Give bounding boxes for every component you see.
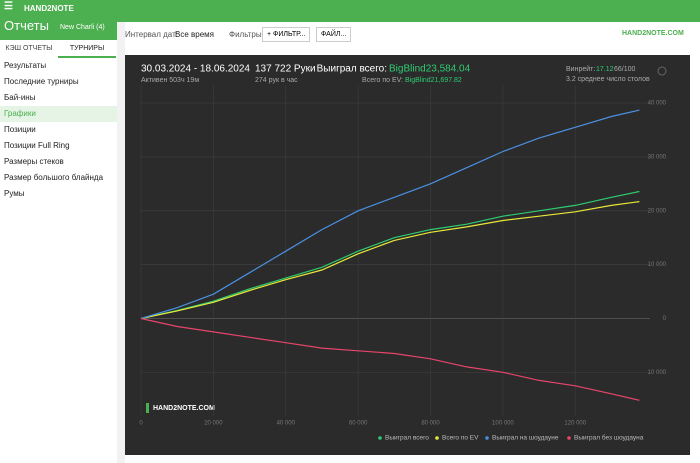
menu-item[interactable]: Румы — [4, 189, 25, 198]
y-tick-label: 0 — [663, 316, 667, 322]
tab[interactable]: ТУРНИРЫ — [58, 42, 116, 58]
dropdown[interactable]: Все время — [175, 30, 214, 39]
per-hour: 274 рук в час — [255, 77, 298, 84]
x-tick-label: 40 000 — [277, 421, 296, 427]
dates: 30.03.2024 - 18.06.2024 — [141, 64, 250, 75]
winrate-unit: 66/100 — [614, 66, 636, 73]
ev-value: BigBlind21,697.82 — [405, 77, 462, 84]
legend-label: Всего по EV — [442, 435, 479, 442]
legend-label: Выиграл всего — [385, 435, 429, 442]
x-tick-label: 100 000 — [492, 421, 514, 427]
series-line — [140, 109, 640, 320]
legend-dot — [567, 436, 571, 440]
y-tick-label: 20 000 — [648, 208, 667, 214]
menu-item[interactable]: Результаты — [4, 61, 47, 70]
menu-item[interactable]: Позиции Full Ring — [4, 141, 70, 150]
y-tick-label: 10 000 — [648, 262, 667, 268]
sidebar: КЭШ ОТЧЕТЫ ТУРНИРЫ Результаты Последние т… — [0, 40, 117, 463]
legend-dot — [435, 436, 439, 440]
button[interactable]: + ФИЛЬТР... — [262, 27, 311, 42]
hands: 137 722 Руки — [255, 64, 316, 75]
watermark-icon — [146, 403, 149, 413]
y-tick-label: 30 000 — [648, 155, 667, 161]
label: Интервал дат: — [125, 30, 178, 39]
tables: 3.2 среднее число столов — [566, 76, 650, 83]
label: Фильтры: — [229, 30, 264, 39]
ev-label: Всего по EV: — [362, 77, 403, 84]
menu-icon[interactable]: ☰ — [4, 1, 13, 12]
series-line — [140, 201, 640, 320]
legend-label: Выиграл на шоудауне — [492, 435, 559, 442]
menu-item[interactable]: Позиции — [4, 125, 36, 134]
won-value: BigBlind23,584.04 — [389, 64, 471, 75]
series-line — [140, 317, 640, 401]
button[interactable]: ФАЙЛ... — [316, 27, 352, 42]
x-tick-label: 20 000 — [204, 421, 223, 427]
x-tick-label: 60 000 — [349, 421, 368, 427]
legend-label: Выиграл без шоудауна — [574, 434, 644, 442]
watermark: HAND2NOTE.COM — [153, 405, 215, 412]
player[interactable]: New Charli (4) — [60, 24, 105, 31]
legend-dot — [378, 436, 382, 440]
series-line — [140, 190, 640, 320]
won-label: Выиграл всего: — [317, 64, 387, 75]
x-tick-label: 0 — [139, 421, 143, 427]
chart: 30.03.2024 - 18.06.2024 Активен 503ч 19м… — [139, 64, 667, 442]
title-bar: ☰ HAND2NOTE — [0, 0, 700, 16]
logo: HAND2NOTE.COM — [622, 30, 684, 37]
menu-item[interactable]: Бай-ины — [4, 93, 36, 102]
chart-panel: 30.03.2024 - 18.06.2024 Активен 503ч 19м… — [125, 55, 690, 455]
winrate-value: 17.12 — [596, 66, 614, 73]
menu-item[interactable]: Графики — [0, 106, 117, 122]
menu-item[interactable]: Последние турниры — [4, 77, 79, 86]
active: Активен 503ч 19м — [141, 77, 199, 84]
menu: Результаты Последние турниры Бай-ины График… — [0, 58, 117, 202]
page-title: Отчеты — [4, 18, 49, 33]
x-tick-label: 80 000 — [421, 421, 440, 427]
y-tick-label: 10 000 — [648, 370, 667, 376]
menu-item[interactable]: Размер большого блайнда — [4, 173, 104, 182]
y-tick-label: 40 000 — [648, 101, 667, 107]
settings-icon[interactable] — [657, 66, 667, 76]
menu-item[interactable]: Размеры стеков — [4, 157, 64, 166]
legend-dot — [485, 436, 489, 440]
winrate-label: Винрейт: — [566, 65, 595, 73]
tab[interactable]: КЭШ ОТЧЕТЫ — [5, 45, 53, 52]
x-tick-label: 120 000 — [564, 421, 586, 427]
brand: HAND2NOTE — [24, 4, 74, 13]
